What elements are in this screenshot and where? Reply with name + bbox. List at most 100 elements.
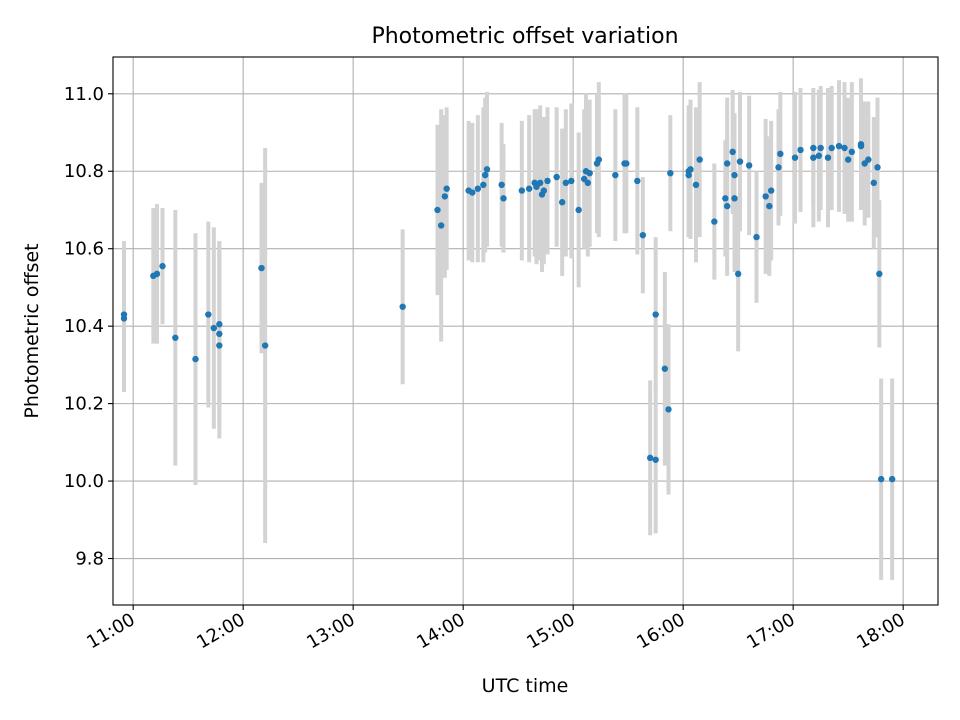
data-point	[723, 202, 731, 210]
data-point	[399, 303, 406, 310]
data-point	[575, 206, 582, 214]
data-point	[553, 173, 560, 181]
y-tick-label: 10.4	[64, 316, 104, 337]
data-point	[612, 171, 619, 179]
data-point	[762, 193, 769, 200]
data-point	[210, 324, 218, 332]
data-point	[667, 169, 674, 177]
data-point	[480, 181, 487, 189]
data-point	[736, 158, 744, 165]
data-point	[731, 171, 738, 179]
data-point	[483, 166, 491, 173]
data-point	[652, 456, 659, 463]
data-point	[731, 195, 738, 202]
data-point	[810, 144, 817, 152]
data-point	[623, 160, 630, 167]
data-point	[797, 146, 804, 154]
y-tick-label: 11.0	[64, 84, 104, 105]
data-point	[692, 181, 700, 189]
data-point	[661, 365, 669, 372]
data-point	[434, 206, 441, 214]
data-point	[877, 475, 885, 483]
data-point	[595, 156, 603, 163]
data-points	[120, 140, 896, 483]
data-point	[172, 334, 179, 341]
data-point	[153, 270, 161, 278]
data-point	[558, 199, 566, 206]
data-point	[711, 218, 718, 225]
data-point	[216, 321, 223, 328]
data-point	[562, 179, 570, 187]
data-point	[261, 342, 269, 349]
y-tick-label: 10.6	[64, 239, 104, 260]
y-tick-label: 10.0	[64, 471, 104, 492]
plot-frame	[112, 56, 939, 606]
data-point	[729, 148, 736, 156]
data-point	[639, 231, 647, 239]
data-point	[474, 185, 482, 192]
data-point	[258, 264, 265, 272]
x-axis-label: UTC time	[482, 675, 569, 697]
data-point	[568, 177, 575, 185]
data-point	[525, 185, 533, 192]
data-point	[500, 195, 507, 202]
data-point	[824, 154, 832, 161]
data-point	[652, 311, 659, 318]
chart-title: Photometric offset variation	[371, 24, 678, 49]
data-point	[870, 179, 878, 187]
data-point	[815, 152, 823, 159]
data-point	[646, 454, 654, 462]
data-point	[876, 270, 883, 278]
data-point	[777, 150, 784, 158]
data-point	[586, 169, 593, 177]
data-point	[159, 262, 166, 270]
data-point	[844, 156, 852, 163]
data-point	[469, 189, 476, 196]
data-point	[665, 406, 672, 413]
data-point	[498, 181, 505, 189]
data-point	[518, 187, 526, 194]
data-point	[734, 270, 742, 278]
data-point	[192, 355, 199, 363]
y-tick-label: 10.2	[64, 394, 104, 415]
data-point	[216, 330, 223, 338]
data-point	[888, 475, 896, 483]
data-point	[443, 185, 450, 192]
data-point	[775, 164, 782, 171]
data-point	[205, 311, 212, 318]
data-point	[745, 162, 753, 169]
data-point	[753, 233, 760, 241]
data-point	[857, 140, 865, 148]
data-point	[810, 154, 817, 161]
data-point	[634, 177, 641, 185]
data-point	[687, 166, 694, 173]
data-point	[817, 144, 824, 152]
data-point	[536, 179, 544, 187]
data-point	[216, 342, 223, 349]
data-point	[437, 222, 445, 229]
data-point	[120, 315, 128, 322]
data-point	[841, 144, 848, 152]
data-point	[791, 154, 799, 161]
y-tick-label: 9.8	[75, 549, 104, 570]
data-point	[481, 171, 489, 179]
data-point	[767, 187, 775, 194]
data-point	[835, 142, 843, 150]
y-axis-label: Photometric offset	[21, 243, 43, 418]
data-point	[828, 144, 835, 152]
data-point	[696, 156, 703, 163]
data-point	[874, 164, 881, 171]
data-point	[441, 193, 449, 200]
data-point	[723, 160, 731, 167]
data-point	[722, 195, 729, 202]
y-tick-label: 10.8	[64, 161, 104, 182]
data-point	[584, 179, 592, 187]
data-point	[544, 177, 551, 185]
y-axis-ticks: 9.8 10.0 10.2 10.4 10.6 10.8 11.0	[64, 84, 113, 570]
data-point	[540, 187, 548, 194]
data-point	[848, 148, 856, 156]
data-point	[865, 156, 872, 163]
data-point	[766, 202, 773, 210]
